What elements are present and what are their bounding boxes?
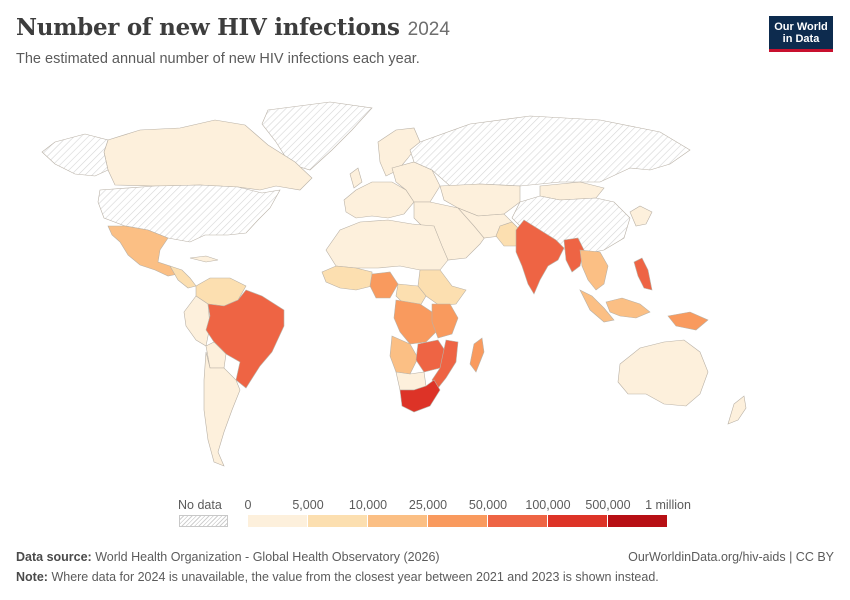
country-philippines[interactable]: [633, 257, 653, 291]
legend-tick-label-1: 5,000: [292, 498, 324, 512]
country-southeast-asia[interactable]: [579, 249, 609, 291]
country-uk[interactable]: [349, 167, 363, 189]
data-source: Data source: World Health Organization -…: [16, 547, 440, 567]
country-sudan-ethiopia[interactable]: [417, 269, 467, 307]
country-south-africa[interactable]: [399, 379, 441, 413]
country-cuba[interactable]: [189, 255, 219, 263]
chart-title: Number of new HIV infections: [16, 14, 400, 41]
legend-tick-label-3: 25,000: [408, 498, 448, 512]
country-congo-drc[interactable]: [393, 299, 439, 345]
country-canada[interactable]: [103, 119, 313, 191]
world-map[interactable]: [0, 90, 850, 490]
country-nigeria[interactable]: [369, 271, 399, 299]
country-korea-japan[interactable]: [629, 205, 653, 227]
country-mongolia[interactable]: [539, 181, 605, 201]
logo-line-2: in Data: [782, 33, 820, 45]
country-brazil[interactable]: [205, 289, 285, 389]
country-malaysia-sumatra[interactable]: [579, 289, 615, 323]
legend-tick-label-6: 500,000: [585, 498, 631, 512]
legend-no-data-swatch[interactable]: [179, 515, 228, 527]
country-madagascar[interactable]: [469, 337, 485, 373]
legend-no-data-label: No data: [178, 498, 222, 512]
legend-tick-label-5: 100,000: [525, 498, 571, 512]
chart-header: Number of new HIV infections 2024 The es…: [16, 14, 756, 67]
country-argentina-chile[interactable]: [203, 351, 241, 467]
data-source-label: Data source:: [16, 550, 92, 564]
map-legend: No data 0 5,000 10,000 25,000 50,000 100,000 5…: [178, 498, 691, 532]
country-west-africa[interactable]: [321, 265, 373, 291]
chart-year[interactable]: 2024: [407, 19, 450, 40]
country-indonesia[interactable]: [605, 297, 651, 319]
country-peru[interactable]: [183, 295, 211, 347]
country-usa[interactable]: [97, 184, 281, 243]
country-papua-new-guinea[interactable]: [667, 311, 709, 331]
note-text: Where data for 2024 is unavailable, the …: [51, 570, 659, 584]
legend-bin-1[interactable]: [308, 515, 368, 527]
legend-tick-label-2: 10,000: [348, 498, 388, 512]
legend-tick-label-7: 1 million: [645, 498, 691, 512]
country-myanmar[interactable]: [563, 237, 585, 273]
legend-bin-0[interactable]: [248, 515, 308, 527]
chart-footer: Data source: World Health Organization -…: [16, 547, 834, 587]
chart-subtitle: The estimated annual number of new HIV i…: [16, 51, 420, 67]
source-url[interactable]: OurWorldinData.org/hiv-aids | CC BY: [628, 550, 834, 564]
note-label: Note:: [16, 570, 48, 584]
legend-bin-5[interactable]: [548, 515, 608, 527]
legend-bin-6[interactable]: [608, 515, 668, 527]
legend-bin-3[interactable]: [428, 515, 488, 527]
owid-logo[interactable]: Our World in Data: [769, 16, 833, 52]
country-alaska[interactable]: [41, 133, 109, 177]
country-india[interactable]: [515, 219, 565, 295]
legend-tick-label-0: 0: [244, 498, 252, 512]
country-western-europe[interactable]: [343, 181, 415, 219]
country-east-africa[interactable]: [431, 303, 459, 339]
footer-note: Note: Where data for 2024 is unavailable…: [16, 567, 659, 587]
country-greenland[interactable]: [261, 101, 373, 171]
country-australia[interactable]: [617, 339, 709, 407]
country-north-africa[interactable]: [325, 219, 449, 271]
data-source-text[interactable]: World Health Organization - Global Healt…: [95, 550, 440, 564]
country-new-zealand[interactable]: [727, 395, 747, 425]
logo-line-1: Our World: [774, 21, 828, 33]
country-scandinavia[interactable]: [377, 127, 421, 177]
country-central-america[interactable]: [169, 265, 197, 289]
legend-bin-2[interactable]: [368, 515, 428, 527]
legend-tick-label-4: 50,000: [468, 498, 508, 512]
legend-bin-4[interactable]: [488, 515, 548, 527]
world-map-svg[interactable]: [0, 90, 850, 490]
country-russia[interactable]: [409, 115, 691, 187]
country-mozambique[interactable]: [431, 339, 459, 389]
